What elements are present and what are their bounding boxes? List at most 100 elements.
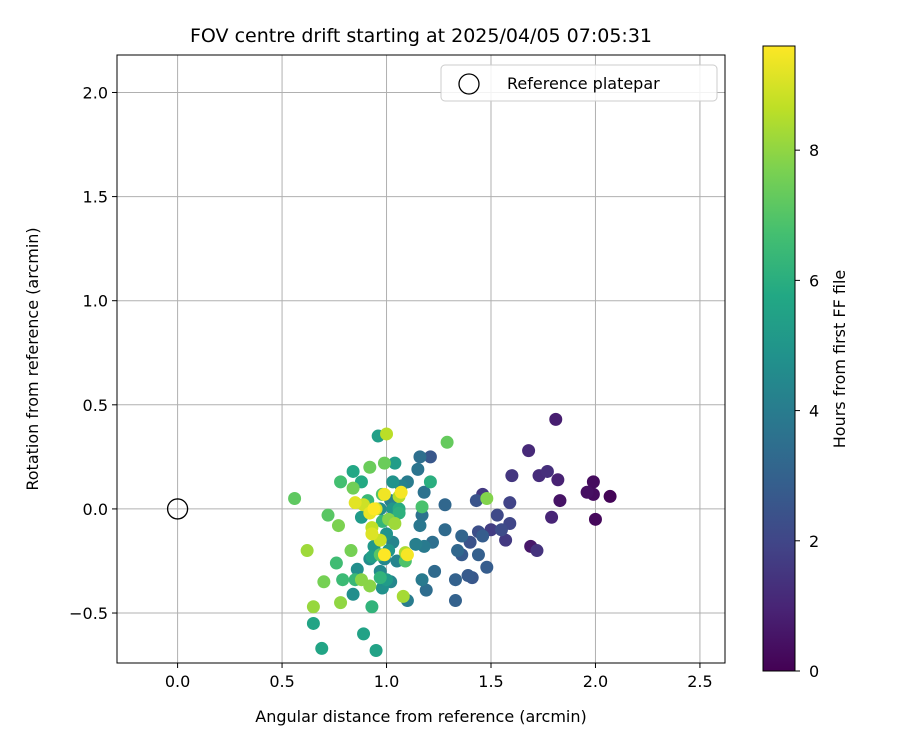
data-point [334,475,348,489]
data-point [471,548,485,562]
x-tick-label: 0.0 [165,672,190,691]
y-tick-label: 1.5 [83,188,108,207]
data-point [494,523,508,537]
data-point [461,569,475,583]
data-point [419,583,433,597]
data-point [334,596,348,610]
data-point [428,564,442,578]
data-point [603,489,617,503]
data-point [367,502,381,516]
data-point [530,544,544,558]
data-point [388,516,402,530]
data-point [540,464,554,478]
data-point [480,560,494,574]
y-axis-ticks: −0.5 0.0 0.5 1.0 1.5 2.0 [69,83,117,623]
data-point [423,475,437,489]
data-point [321,508,335,522]
data-point [400,548,414,562]
data-point [354,573,368,587]
data-point [409,537,423,551]
x-axis-ticks: 0.0 0.5 1.0 1.5 2.0 2.5 [165,663,713,691]
data-point [386,475,400,489]
legend-label: Reference platepar [507,74,660,93]
data-point [380,427,394,441]
data-point [346,587,360,601]
legend: Reference platepar [440,64,718,102]
data-point [306,600,320,614]
data-point [300,544,314,558]
data-point [522,444,536,458]
data-point [377,456,391,470]
data-point [469,494,483,508]
y-axis-label: Rotation from reference (arcmin) [23,227,42,490]
x-tick-label: 2.0 [583,672,608,691]
data-point [505,469,519,483]
data-point [394,485,408,499]
data-point [315,641,329,655]
colorbar-tick-label: 6 [809,271,819,290]
x-tick-label: 2.5 [687,672,712,691]
data-point [331,519,345,533]
data-point [476,529,490,543]
legend-box [440,64,718,102]
legend-reference-marker [458,73,480,95]
data-point [440,435,454,449]
data-point [551,473,565,487]
colorbar-frame [762,45,796,672]
x-tick-label: 1.5 [478,672,503,691]
y-tick-label: 1.0 [83,292,108,311]
data-point [377,487,391,501]
data-point [346,481,360,495]
data-point [336,573,350,587]
data-point [288,492,302,506]
y-tick-label: 2.0 [83,83,108,102]
colorbar-tick-label: 0 [809,662,819,681]
data-point [549,412,563,426]
data-point [423,450,437,464]
colorbar-gradient [763,46,795,671]
data-point [499,533,513,547]
grid-lines [117,55,725,663]
chart-title: FOV centre drift starting at 2025/04/05 … [190,25,652,47]
data-point [363,460,377,474]
data-point [490,508,504,522]
y-tick-label: −0.5 [69,604,108,623]
data-point [415,573,429,587]
data-point [451,544,465,558]
data-point [346,464,360,478]
x-tick-label: 0.5 [269,672,294,691]
data-point [329,556,343,570]
data-point [503,496,517,510]
data-point [388,456,402,470]
data-point [396,589,410,603]
data-point [417,485,431,499]
data-point [413,450,427,464]
data-point [344,544,358,558]
colorbar: 0 2 4 6 8 Hours from first FF file [762,45,849,681]
data-point [413,519,427,533]
data-point [317,575,331,589]
data-point [415,500,429,514]
colorbar-tick-label: 2 [809,532,819,551]
colorbar-label: Hours from first FF file [830,270,849,449]
data-point [392,506,406,520]
data-point [365,527,379,541]
x-tick-label: 1.0 [374,672,399,691]
colorbar-ticks: 0 2 4 6 8 [795,141,819,681]
data-point [438,498,452,512]
colorbar-tick-label: 4 [809,402,819,421]
data-point [438,523,452,537]
data-point [350,562,364,576]
data-point [448,594,462,608]
data-point [357,627,371,641]
data-point [306,616,320,630]
data-point [480,492,494,506]
reference-platepar-marker [166,498,189,520]
y-tick-label: 0.0 [83,500,108,519]
data-point [448,573,462,587]
y-tick-label: 0.5 [83,396,108,415]
data-point [455,529,469,543]
data-point [348,496,362,510]
reference-marker-group [166,498,189,520]
